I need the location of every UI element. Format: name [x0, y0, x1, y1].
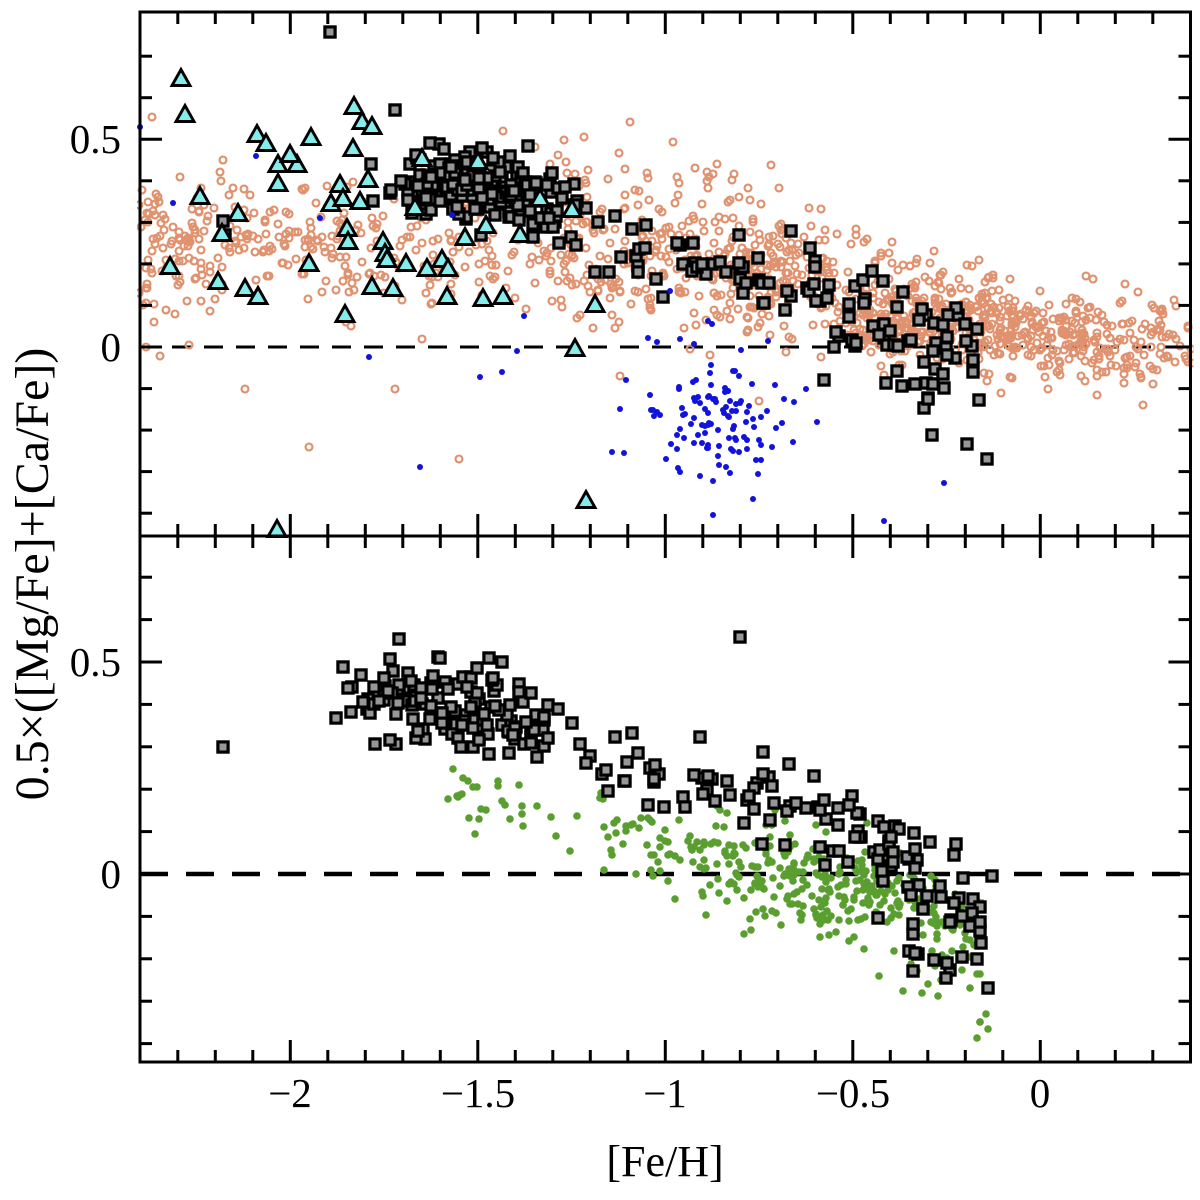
svg-text:0.5: 0.5: [70, 639, 121, 685]
svg-text:−1.5: −1.5: [441, 1070, 515, 1116]
svg-text:[Fe/H]: [Fe/H]: [606, 1137, 723, 1186]
svg-text:−2: −2: [268, 1070, 312, 1116]
svg-text:0: 0: [101, 324, 122, 370]
svg-text:0: 0: [1030, 1070, 1051, 1116]
svg-text:−1: −1: [643, 1070, 687, 1116]
svg-text:0: 0: [101, 851, 122, 897]
svg-text:0.5: 0.5: [70, 116, 121, 162]
svg-text:−0.5: −0.5: [816, 1070, 890, 1116]
svg-text:0.5×([Mg/Fe]+[Ca/Fe]): 0.5×([Mg/Fe]+[Ca/Fe]): [6, 348, 59, 801]
